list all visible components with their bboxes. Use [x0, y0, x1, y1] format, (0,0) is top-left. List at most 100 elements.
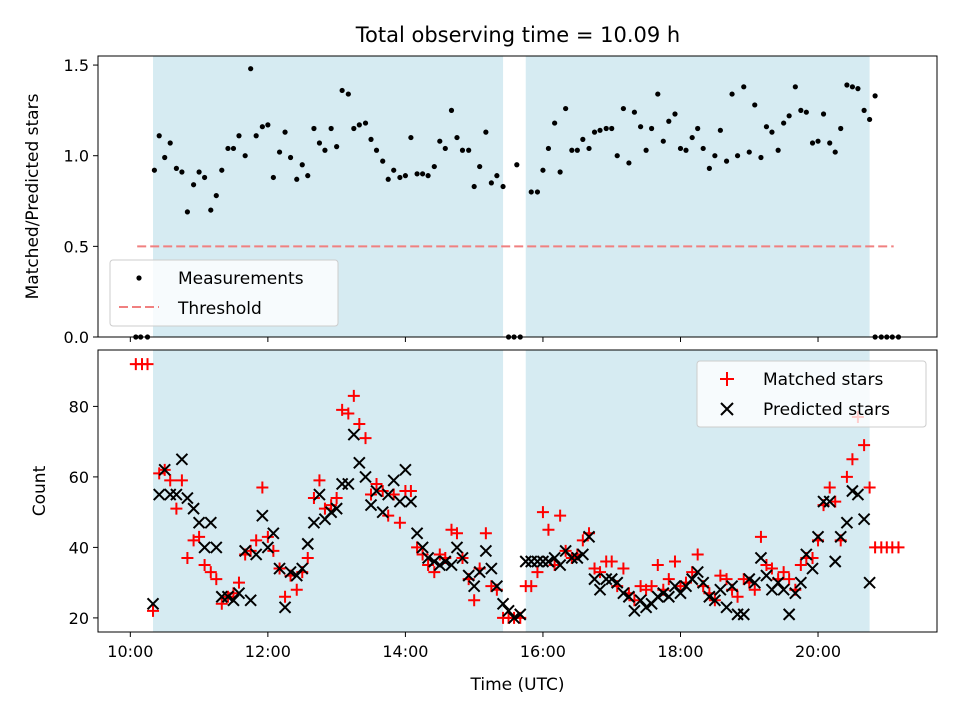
measurement-point	[294, 176, 300, 182]
matched-star-point	[313, 474, 326, 487]
predicted-star-point	[851, 488, 865, 501]
measurement-point	[849, 84, 856, 90]
matched-star-point	[846, 453, 859, 466]
predicted-star-point	[571, 551, 584, 565]
matched-star-point	[479, 527, 492, 540]
predicted-star-point	[696, 576, 710, 589]
measurement-point	[514, 162, 520, 168]
predicted-star-point	[668, 579, 682, 593]
bottom-x-axis-label: Time (UTC)	[470, 675, 565, 695]
measurement-point	[334, 144, 340, 150]
predicted-star-point	[496, 597, 510, 611]
predicted-star-point	[863, 576, 876, 589]
predicted-star-point	[467, 579, 481, 593]
predicted-star-point	[387, 474, 400, 487]
predicted-star-point	[330, 502, 343, 515]
measurement-point	[734, 153, 741, 159]
predicted-star-point	[823, 495, 836, 508]
matched-star-point	[714, 569, 727, 582]
measurement-point	[494, 173, 500, 179]
measurement-point	[872, 93, 878, 99]
predicted-star-point	[800, 548, 813, 561]
measurement-point	[741, 84, 747, 90]
measurement-point	[151, 167, 157, 173]
measurement-point	[208, 207, 214, 213]
measurement-point	[190, 182, 197, 188]
predicted-star-point	[421, 551, 435, 565]
predicted-star-point	[347, 428, 361, 441]
predicted-star-point	[210, 541, 223, 554]
measurement-point	[466, 147, 472, 153]
measurement-point	[219, 167, 225, 173]
y-tick-label: 0.5	[64, 237, 89, 256]
matched-star-point	[181, 551, 194, 564]
matched-star-point	[765, 562, 778, 575]
threshold-legend-label: Threshold	[177, 299, 262, 319]
observing-band	[153, 350, 504, 632]
predicted-star-point	[232, 587, 246, 600]
x-tick-label: 20:00	[795, 642, 841, 661]
predicted-star-point	[639, 601, 653, 614]
matched-star-point	[336, 403, 349, 416]
matched-star-point	[594, 566, 607, 579]
predicted-star-point	[685, 572, 699, 586]
measurement-point	[362, 120, 369, 126]
matched-legend-label: Matched stars	[763, 370, 883, 390]
predicted-star-point	[611, 576, 624, 589]
predicted-star-point	[376, 505, 389, 519]
measurement-point	[781, 120, 787, 126]
predicted-star-point	[657, 587, 670, 600]
measurement-point	[311, 125, 317, 132]
predicted-star-point	[462, 569, 475, 582]
matched-star-point	[892, 541, 905, 554]
measurement-point	[723, 158, 730, 164]
matched-star-point	[691, 548, 704, 561]
measurement-point	[253, 133, 259, 139]
predicted-star-point	[725, 579, 739, 593]
measurement-point	[402, 173, 409, 179]
measurement-point	[414, 171, 420, 177]
predicted-star-point	[342, 477, 355, 491]
x-tick-label: 10:00	[107, 642, 153, 661]
matched-star-point	[244, 544, 257, 557]
predicted-star-point	[857, 512, 871, 526]
matched-star-point	[829, 495, 842, 508]
measurement-point	[322, 147, 328, 153]
measurement-point	[437, 138, 443, 144]
predicted-star-point	[593, 583, 607, 596]
measurement-point	[815, 138, 821, 144]
predicted-star-point	[662, 590, 676, 603]
measurement-point	[488, 180, 494, 186]
predicted-star-point	[221, 590, 235, 603]
predicted-star-point	[244, 594, 257, 607]
predicted-star-point	[307, 516, 321, 529]
bottom-legend: Matched stars Predicted stars	[696, 360, 927, 428]
measurement-point	[345, 91, 351, 97]
measurement-point	[162, 154, 168, 161]
measurement-point	[242, 153, 248, 159]
measurement-point	[173, 165, 179, 171]
measurement-point	[838, 125, 844, 132]
matched-star-point	[250, 534, 263, 547]
predicted-star-point	[364, 498, 378, 512]
measurement-point	[196, 169, 202, 175]
predicted-star-point	[238, 544, 252, 558]
predicted-star-point	[181, 491, 194, 505]
x-tick-label: 18:00	[657, 642, 703, 661]
predicted-star-point	[553, 558, 567, 572]
predicted-star-point	[760, 569, 773, 582]
predicted-star-point	[691, 565, 704, 579]
measurement-point	[248, 66, 254, 72]
measurement-point	[442, 145, 448, 152]
x-tick-label: 12:00	[245, 642, 291, 661]
measurement-point	[459, 147, 466, 153]
measurement-point	[156, 133, 162, 139]
measurement-point	[225, 145, 231, 152]
predicted-star-point	[324, 505, 338, 519]
predicted-star-point	[204, 516, 217, 529]
predicted-star-point	[743, 572, 756, 586]
matched-star-point	[617, 562, 630, 575]
matched-star-point	[628, 594, 641, 607]
measurement-point	[230, 145, 237, 152]
predicted-star-point	[158, 463, 171, 477]
